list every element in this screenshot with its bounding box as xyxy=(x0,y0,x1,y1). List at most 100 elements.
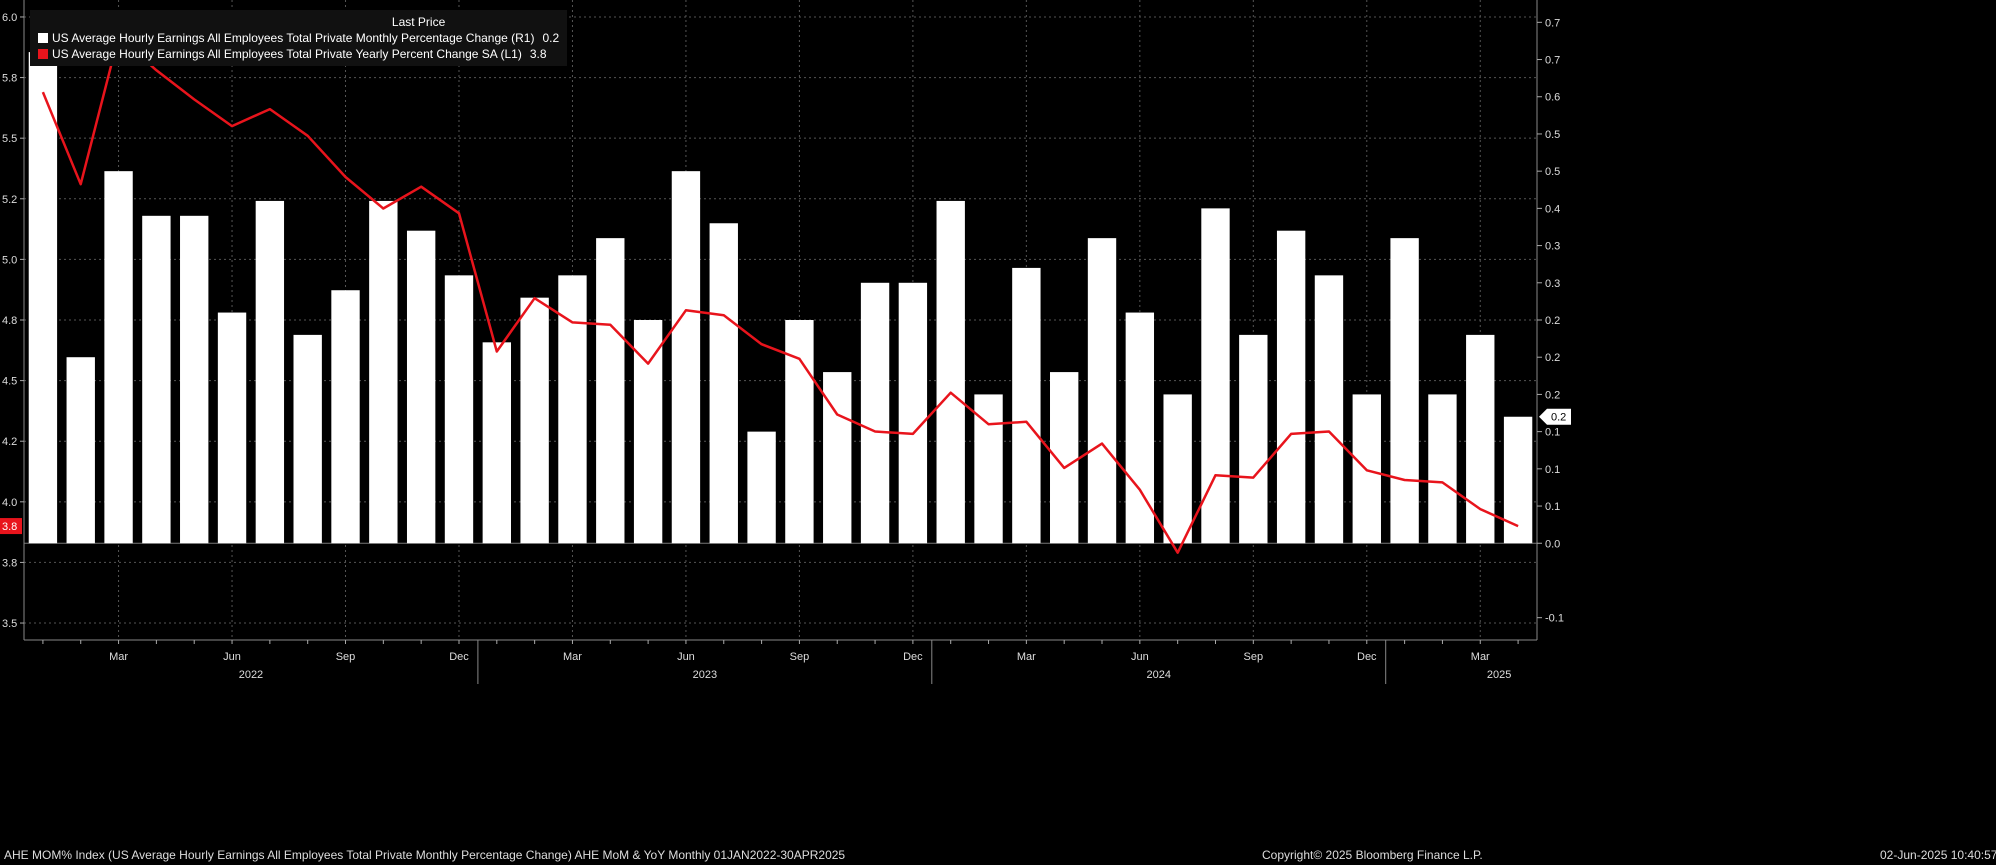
x-year-label: 2022 xyxy=(239,669,263,681)
bar xyxy=(558,275,587,544)
legend-item-monthly: US Average Hourly Earnings All Employees… xyxy=(38,30,559,46)
bar xyxy=(331,290,360,544)
bar xyxy=(1239,334,1268,544)
left-tick-label: 4.8 xyxy=(2,315,17,327)
bar xyxy=(255,200,285,544)
right-tick-label: 0.4 xyxy=(1545,203,1560,215)
right-tick-label: 0.6 xyxy=(1545,92,1560,104)
bar xyxy=(974,394,1003,544)
bar xyxy=(1314,275,1344,544)
bar xyxy=(747,431,776,544)
bar xyxy=(1012,267,1041,544)
right-tick-label: 0.1 xyxy=(1545,427,1560,439)
bar xyxy=(1466,334,1495,544)
bar xyxy=(104,171,133,544)
x-tick-label: Sep xyxy=(336,651,356,663)
x-tick-label: Mar xyxy=(1471,651,1490,663)
axes: 3.5 3.8 4.0 4.2 4.5 4.8 5.0 5.2 5.5 5.8 6.0 -0.1 0.0… xyxy=(0,0,1571,684)
bar xyxy=(785,320,814,544)
last-value-tag-left-bg xyxy=(0,518,22,535)
legend-label-monthly: US Average Hourly Earnings All Employees… xyxy=(52,31,535,45)
last-value-tag-left: 3.8 xyxy=(2,521,17,533)
right-tick-label: 0.5 xyxy=(1545,166,1560,178)
legend-swatch-monthly xyxy=(38,33,48,43)
x-year-label: 2024 xyxy=(1147,669,1171,681)
bar xyxy=(142,215,171,544)
right-tick-label: 0.5 xyxy=(1545,129,1560,141)
left-tick-label: 4.0 xyxy=(2,497,17,509)
x-tick-label: Jun xyxy=(677,651,695,663)
bar xyxy=(28,52,58,544)
legend-value-monthly: 0.2 xyxy=(542,31,560,45)
right-tick-label: 0.3 xyxy=(1545,241,1560,253)
bar xyxy=(633,320,663,544)
bar xyxy=(1087,238,1117,544)
left-tick-label: 5.0 xyxy=(2,254,17,266)
footer-description: AHE MOM% Index (US Average Hourly Earnin… xyxy=(4,848,846,862)
x-tick-label: Dec xyxy=(903,651,923,663)
bar xyxy=(671,171,701,544)
x-tick-label: Jun xyxy=(223,651,241,663)
left-tick-label: 4.5 xyxy=(2,376,17,388)
bar xyxy=(482,342,511,544)
bar xyxy=(180,215,209,544)
bar xyxy=(709,223,738,544)
x-tick-label: Mar xyxy=(1017,651,1036,663)
x-year-label: 2023 xyxy=(693,669,717,681)
left-tick-label: 6.0 xyxy=(2,12,17,24)
right-tick-label: 0.3 xyxy=(1545,278,1560,290)
bar xyxy=(66,357,95,544)
legend-label-yearly: US Average Hourly Earnings All Employees… xyxy=(52,47,522,61)
x-year-label: 2025 xyxy=(1487,669,1511,681)
legend: Last Price US Average Hourly Earnings Al… xyxy=(30,10,568,66)
bar xyxy=(1163,394,1192,544)
monthly-bars xyxy=(28,52,1533,544)
bar xyxy=(596,238,625,544)
bar xyxy=(936,200,965,544)
x-tick-label: Dec xyxy=(449,651,469,663)
left-tick-label: 5.2 xyxy=(2,194,17,206)
x-tick-label: Mar xyxy=(563,651,582,663)
legend-swatch-yearly xyxy=(38,49,48,59)
bar xyxy=(1390,238,1419,544)
x-tick-label: Mar xyxy=(109,651,128,663)
bar xyxy=(860,282,890,544)
bar xyxy=(444,275,474,544)
gridlines xyxy=(24,0,1537,640)
bar xyxy=(217,312,247,544)
right-tick-label: 0.7 xyxy=(1545,55,1560,67)
x-tick-label: Sep xyxy=(790,651,810,663)
right-tick-label: 0.7 xyxy=(1545,17,1560,29)
legend-item-yearly: US Average Hourly Earnings All Employees… xyxy=(38,46,559,62)
bar xyxy=(369,200,398,544)
bar xyxy=(1428,394,1457,544)
left-tick-label: 3.8 xyxy=(2,557,17,569)
bar xyxy=(1276,230,1306,544)
bar xyxy=(898,282,928,544)
last-value-tag-right-bg xyxy=(1539,408,1571,425)
footer-timestamp: 02-Jun-2025 10:40:57 xyxy=(1880,848,1996,862)
bar xyxy=(406,230,436,544)
yoy-line xyxy=(41,35,1519,554)
right-tick-label: 0.1 xyxy=(1545,464,1560,476)
right-tick-label: 0.2 xyxy=(1545,315,1560,327)
footer-copyright: Copyright© 2025 Bloomberg Finance L.P. xyxy=(1262,848,1483,862)
x-tick-label: Jun xyxy=(1131,651,1149,663)
right-tick-label: 0.1 xyxy=(1545,501,1560,513)
bar xyxy=(1503,416,1533,544)
bar xyxy=(520,297,549,544)
left-tick-label: 3.5 xyxy=(2,618,17,630)
right-tick-label: 0.2 xyxy=(1545,389,1560,401)
left-tick-label: 5.5 xyxy=(2,133,17,145)
right-tick-label: 0.0 xyxy=(1545,538,1560,550)
x-tick-label: Sep xyxy=(1244,651,1264,663)
right-tick-label: -0.1 xyxy=(1545,613,1564,625)
x-tick-label: Dec xyxy=(1357,651,1377,663)
last-value-tag-right: 0.2 xyxy=(1551,412,1566,424)
legend-value-yearly: 3.8 xyxy=(529,47,547,61)
right-tick-label: 0.2 xyxy=(1545,352,1560,364)
left-tick-label: 4.2 xyxy=(2,436,17,448)
left-tick-label: 5.8 xyxy=(2,73,17,85)
bar xyxy=(293,334,322,544)
